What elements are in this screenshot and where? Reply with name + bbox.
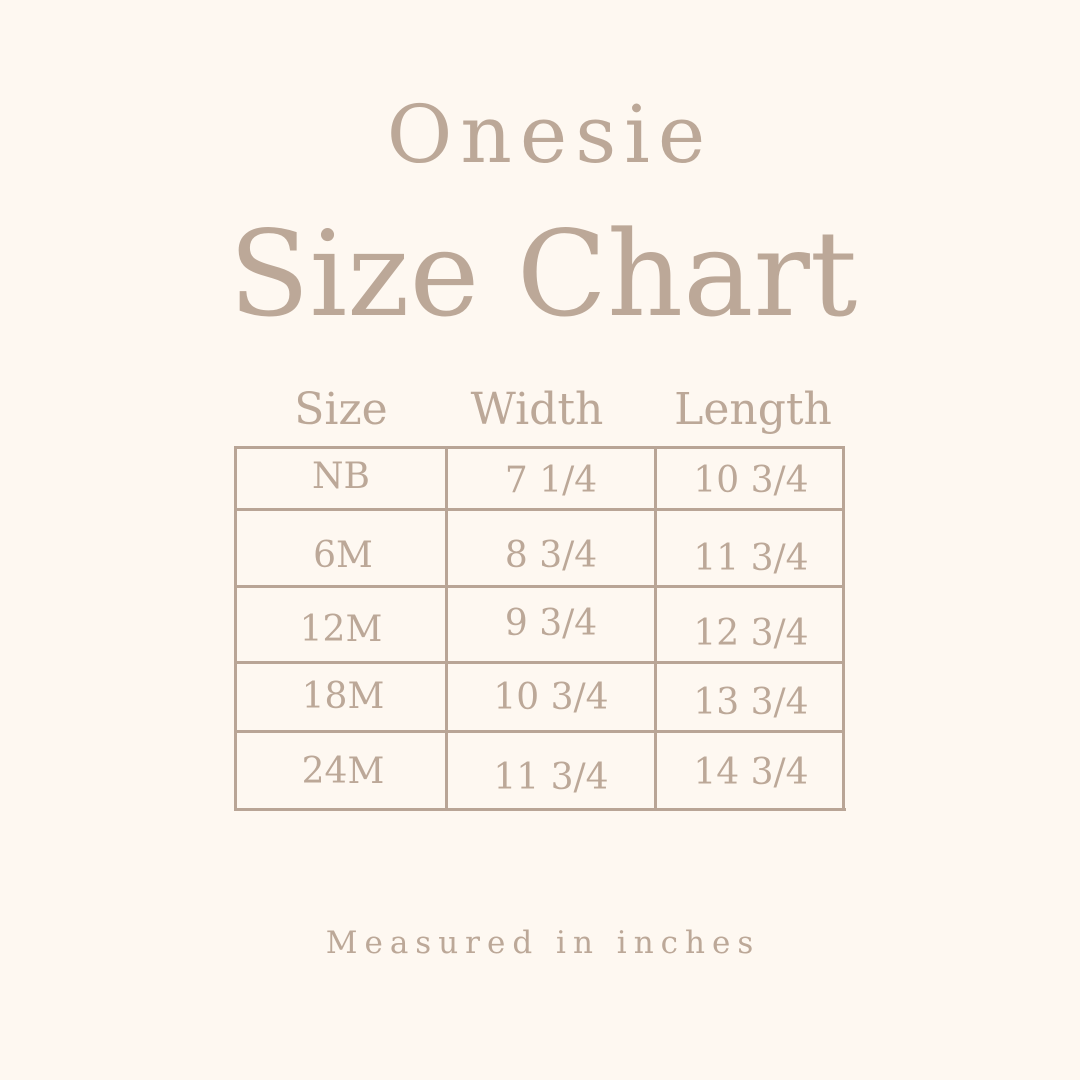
cell-length: 12 3/4 [693, 613, 809, 654]
table-border [234, 446, 237, 811]
cell-length: 11 3/4 [693, 538, 809, 579]
header-width: Width [470, 384, 604, 435]
cell-width: 10 3/4 [493, 677, 609, 718]
table-border [842, 446, 845, 811]
cell-length: 13 3/4 [693, 682, 809, 723]
measurement-note: Measured in inches [325, 925, 761, 961]
cell-width: 7 1/4 [504, 460, 598, 501]
row-divider [234, 508, 842, 511]
row-divider [234, 585, 844, 588]
header-length: Length [674, 384, 832, 435]
table-border [234, 446, 844, 449]
column-divider [654, 448, 657, 811]
row-divider [234, 730, 844, 733]
cell-length: 14 3/4 [693, 752, 809, 793]
cell-width: 8 3/4 [504, 535, 598, 576]
cell-width: 11 3/4 [493, 757, 609, 798]
cell-size: NB [312, 456, 370, 497]
table-border [234, 808, 846, 811]
title-product: Onesie [386, 88, 714, 181]
cell-width: 9 3/4 [504, 603, 598, 644]
title-size-chart: Size Chart [228, 205, 858, 343]
row-divider [234, 661, 844, 664]
cell-size: 6M [313, 535, 373, 576]
cell-length: 10 3/4 [693, 460, 809, 501]
cell-size: 24M [301, 751, 385, 792]
cell-size: 12M [299, 609, 383, 650]
header-size: Size [294, 384, 388, 435]
column-divider [445, 446, 448, 811]
cell-size: 18M [301, 676, 385, 717]
